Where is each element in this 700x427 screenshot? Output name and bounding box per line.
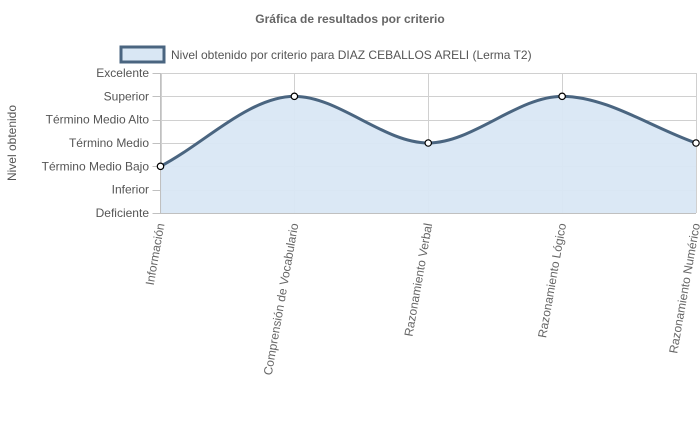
y-tick-label: Superior — [104, 89, 149, 103]
legend[interactable]: Nivel obtenido por criterio para DIAZ CE… — [119, 45, 532, 64]
x-tick-label: Razonamiento Lógico — [535, 222, 569, 339]
y-tick-label: Excelente — [96, 66, 149, 80]
data-point[interactable] — [424, 139, 433, 147]
data-point[interactable] — [290, 92, 299, 101]
chart-title: Gráfica de resultados por criterio — [255, 12, 444, 26]
x-tick-label: Información — [143, 222, 168, 286]
y-tick-label: Término Medio Bajo — [42, 159, 150, 173]
y-tick-label: Término Medio — [69, 136, 149, 150]
x-tick-label: Razonamiento Numérico — [666, 222, 700, 355]
data-point[interactable] — [156, 162, 165, 171]
legend-swatch — [119, 45, 166, 64]
plot-area: Deficiente Inferior Término Medio Bajo Térm… — [42, 66, 700, 376]
data-point[interactable] — [558, 92, 566, 101]
y-tick-label: Inferior — [112, 183, 149, 197]
legend-label: Nivel obtenido por criterio para DIAZ CE… — [171, 48, 532, 62]
y-axis-label: Nivel obtenido — [5, 105, 19, 181]
y-tick-label: Término Medio Alto — [46, 113, 150, 127]
data-point[interactable] — [692, 139, 700, 147]
y-tick-label: Deficiente — [96, 206, 150, 220]
x-tick-label: Comprensión de Vocabulario — [261, 222, 302, 377]
series-area — [160, 96, 696, 213]
x-tick-label: Razonamiento Verbal — [401, 222, 435, 337]
